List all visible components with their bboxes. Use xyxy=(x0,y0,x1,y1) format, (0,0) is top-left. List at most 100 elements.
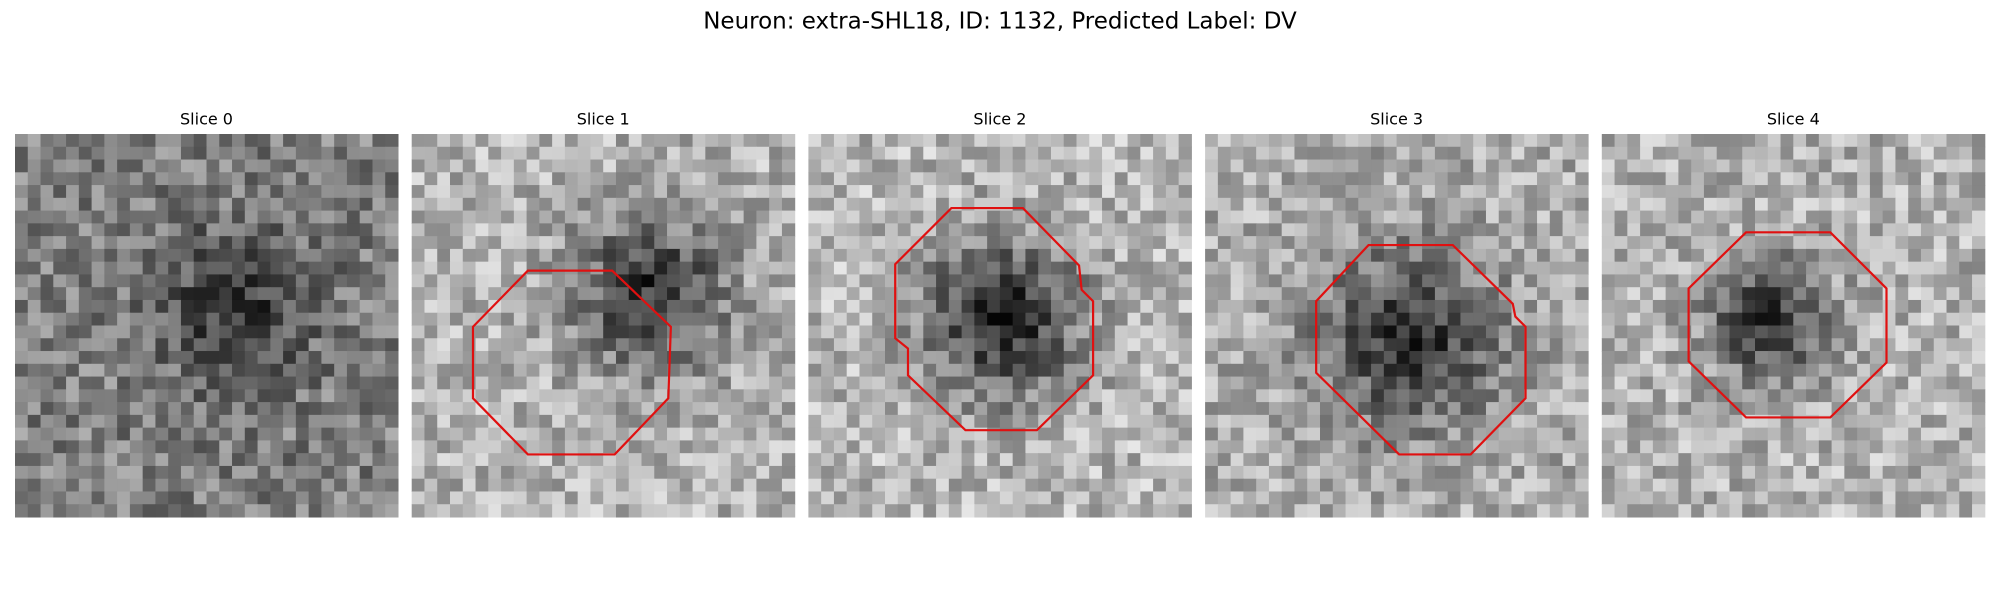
pixel xyxy=(450,427,464,441)
pixel xyxy=(1627,248,1641,263)
pixel xyxy=(999,376,1014,390)
pixel xyxy=(833,312,848,327)
pixel xyxy=(257,363,271,378)
pixel xyxy=(1473,146,1487,161)
pixel xyxy=(539,159,553,173)
pixel xyxy=(769,338,783,352)
pixel xyxy=(654,363,668,378)
pixel xyxy=(66,248,80,263)
pixel xyxy=(359,414,373,429)
pixel xyxy=(244,236,259,250)
pixel xyxy=(193,363,208,378)
pixel xyxy=(897,453,912,467)
pixel xyxy=(1537,414,1551,429)
pixel xyxy=(168,134,182,148)
pixel xyxy=(1089,414,1103,429)
pixel xyxy=(1460,389,1474,403)
pixel xyxy=(206,261,220,275)
pixel xyxy=(27,223,42,237)
pixel xyxy=(1562,414,1576,429)
pixel xyxy=(1742,351,1756,365)
pixel xyxy=(1396,312,1410,327)
pixel xyxy=(1537,440,1551,454)
pixel xyxy=(1524,248,1538,263)
pixel xyxy=(1102,338,1116,352)
pixel xyxy=(1383,236,1398,250)
pixel xyxy=(1691,440,1705,454)
pixel xyxy=(1396,299,1410,314)
pixel xyxy=(117,376,131,390)
pixel xyxy=(1114,197,1129,212)
pixel xyxy=(359,248,373,263)
pixel xyxy=(232,172,246,186)
pixel xyxy=(718,440,732,454)
pixel xyxy=(1383,172,1398,186)
pixel xyxy=(1230,287,1244,301)
pixel xyxy=(1537,261,1551,275)
pixel xyxy=(1755,491,1769,505)
pixel xyxy=(603,389,617,403)
pixel xyxy=(1114,312,1129,327)
pixel xyxy=(168,440,182,454)
pixel xyxy=(628,491,643,505)
pixel xyxy=(488,299,502,314)
pixel xyxy=(270,299,284,314)
pixel xyxy=(1831,338,1845,352)
pixel xyxy=(359,402,373,416)
pixel xyxy=(1243,223,1257,237)
pixel xyxy=(308,146,322,161)
pixel xyxy=(1793,287,1807,301)
pixel xyxy=(359,376,373,390)
pixel xyxy=(1742,376,1756,390)
pixel xyxy=(1524,338,1538,352)
pixel xyxy=(346,185,361,199)
pixel xyxy=(769,274,783,288)
pixel xyxy=(168,312,182,327)
pixel xyxy=(1575,325,1589,339)
pixel xyxy=(641,338,655,352)
pixel xyxy=(346,172,361,186)
pixel xyxy=(155,351,169,365)
pixel xyxy=(1165,427,1180,441)
pixel xyxy=(821,261,835,275)
pixel xyxy=(1473,478,1487,492)
pixel xyxy=(117,210,131,224)
pixel xyxy=(411,223,425,237)
pixel xyxy=(1012,312,1026,327)
pixel xyxy=(1485,223,1500,237)
pixel xyxy=(270,210,284,224)
pixel xyxy=(1933,338,1948,352)
pixel xyxy=(961,504,975,518)
pixel xyxy=(1857,491,1871,505)
pixel xyxy=(155,236,169,250)
pixel xyxy=(168,159,182,173)
pixel xyxy=(1831,312,1845,327)
pixel xyxy=(897,325,912,339)
pixel xyxy=(295,261,310,275)
pixel xyxy=(1332,134,1347,148)
pixel xyxy=(1946,465,1960,480)
pixel xyxy=(1268,453,1283,467)
pixel xyxy=(961,478,975,492)
pixel xyxy=(1102,453,1116,467)
pixel xyxy=(1895,274,1909,288)
pixel xyxy=(833,338,848,352)
roi-outline xyxy=(1687,231,1888,419)
pixel xyxy=(539,248,553,263)
pixel xyxy=(1460,172,1474,186)
pixel xyxy=(615,159,630,173)
pixel xyxy=(679,402,694,416)
pixel xyxy=(526,223,540,237)
pixel xyxy=(539,223,553,237)
pixel xyxy=(475,453,489,467)
pixel xyxy=(1767,299,1782,314)
pixel xyxy=(1946,223,1960,237)
pixel xyxy=(808,402,822,416)
pixel xyxy=(321,440,335,454)
pixel xyxy=(1716,414,1730,429)
pixel xyxy=(168,465,182,480)
pixel xyxy=(1076,287,1090,301)
pixel xyxy=(1818,389,1833,403)
pixel xyxy=(334,491,348,505)
pixel xyxy=(411,159,425,173)
